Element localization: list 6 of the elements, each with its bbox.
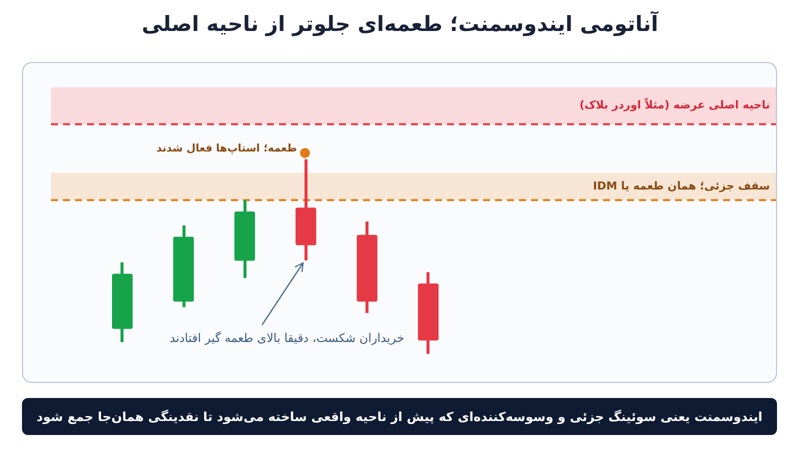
- text: طعمه؛ استاپ‌ها فعال شدند: [156, 142, 298, 155]
- band-label: سقف جزئی؛ همان طعمه یا IDM: [593, 179, 770, 192]
- annotation: خریداران شکست، دقیقا بالای طعمه گیر افتادند: [170, 331, 404, 346]
- text: ایندوسمنت یعنی سوئینگ جزئی و وسوسه‌کننده‌ای که پیش از ناحیه واقعی ساخته می‌شود تا نقدینگی همان‌جا جمع شود: [22, 398, 777, 435]
- band-label: ناحیه اصلی عرضه (مثلاً اوردر بلاک): [579, 97, 770, 112]
- chart-title: آناتومی ایندوسمنت؛ طعمه‌ای جلوتر از ناحیه اصلی: [140, 12, 660, 36]
